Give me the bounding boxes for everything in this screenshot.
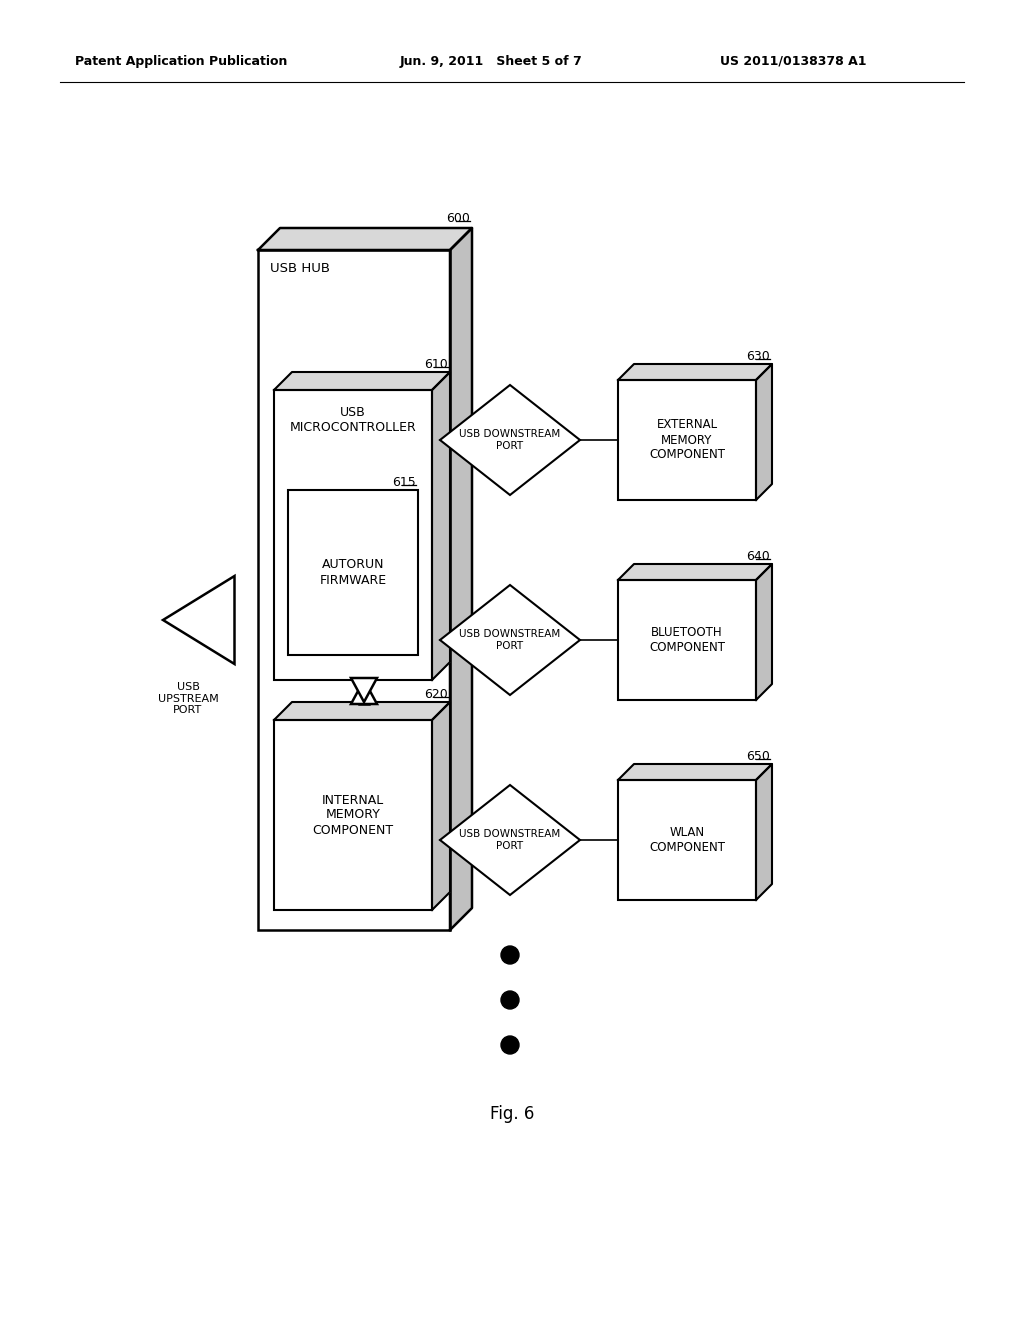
Text: 640: 640	[746, 550, 770, 564]
Text: 630: 630	[746, 350, 770, 363]
Text: Jun. 9, 2011   Sheet 5 of 7: Jun. 9, 2011 Sheet 5 of 7	[400, 55, 583, 69]
Polygon shape	[432, 702, 450, 909]
Text: 600: 600	[446, 213, 470, 224]
Text: USB DOWNSTREAM
PORT: USB DOWNSTREAM PORT	[460, 429, 560, 451]
Text: USB DOWNSTREAM
PORT: USB DOWNSTREAM PORT	[460, 829, 560, 851]
Polygon shape	[163, 576, 234, 664]
Polygon shape	[258, 228, 472, 249]
Text: USB
UPSTREAM
PORT: USB UPSTREAM PORT	[158, 682, 218, 715]
Bar	[288, 490, 418, 655]
Text: Patent Application Publication: Patent Application Publication	[75, 55, 288, 69]
Text: 650: 650	[746, 750, 770, 763]
Polygon shape	[756, 764, 772, 900]
Text: US 2011/0138378 A1: US 2011/0138378 A1	[720, 55, 866, 69]
Text: EXTERNAL
MEMORY
COMPONENT: EXTERNAL MEMORY COMPONENT	[649, 418, 725, 462]
Polygon shape	[274, 702, 450, 719]
Circle shape	[501, 946, 519, 964]
Text: BLUETOOTH
COMPONENT: BLUETOOTH COMPONENT	[649, 626, 725, 653]
Polygon shape	[618, 564, 772, 579]
Text: 610: 610	[424, 358, 449, 371]
Bar	[274, 719, 432, 909]
Polygon shape	[351, 678, 377, 702]
Polygon shape	[440, 785, 580, 895]
Polygon shape	[440, 385, 580, 495]
Polygon shape	[440, 585, 580, 696]
Text: WLAN
COMPONENT: WLAN COMPONENT	[649, 826, 725, 854]
Bar	[258, 249, 450, 931]
Bar	[618, 380, 756, 500]
Polygon shape	[618, 364, 772, 380]
Polygon shape	[351, 680, 377, 704]
Text: USB
MICROCONTROLLER: USB MICROCONTROLLER	[290, 407, 417, 434]
Text: INTERNAL
MEMORY
COMPONENT: INTERNAL MEMORY COMPONENT	[312, 793, 393, 837]
Polygon shape	[432, 372, 450, 680]
Polygon shape	[274, 372, 450, 389]
Text: 620: 620	[424, 688, 449, 701]
Circle shape	[501, 1036, 519, 1053]
Polygon shape	[618, 764, 772, 780]
Text: 615: 615	[392, 477, 416, 488]
Bar	[618, 579, 756, 700]
Polygon shape	[756, 564, 772, 700]
Bar	[618, 780, 756, 900]
Text: USB HUB: USB HUB	[270, 261, 330, 275]
Text: AUTORUN
FIRMWARE: AUTORUN FIRMWARE	[319, 558, 387, 586]
Text: Fig. 6: Fig. 6	[489, 1105, 535, 1123]
Bar	[274, 389, 432, 680]
Polygon shape	[756, 364, 772, 500]
Circle shape	[501, 991, 519, 1008]
Bar	[359, 678, 369, 704]
Text: USB DOWNSTREAM
PORT: USB DOWNSTREAM PORT	[460, 630, 560, 651]
Polygon shape	[450, 228, 472, 931]
